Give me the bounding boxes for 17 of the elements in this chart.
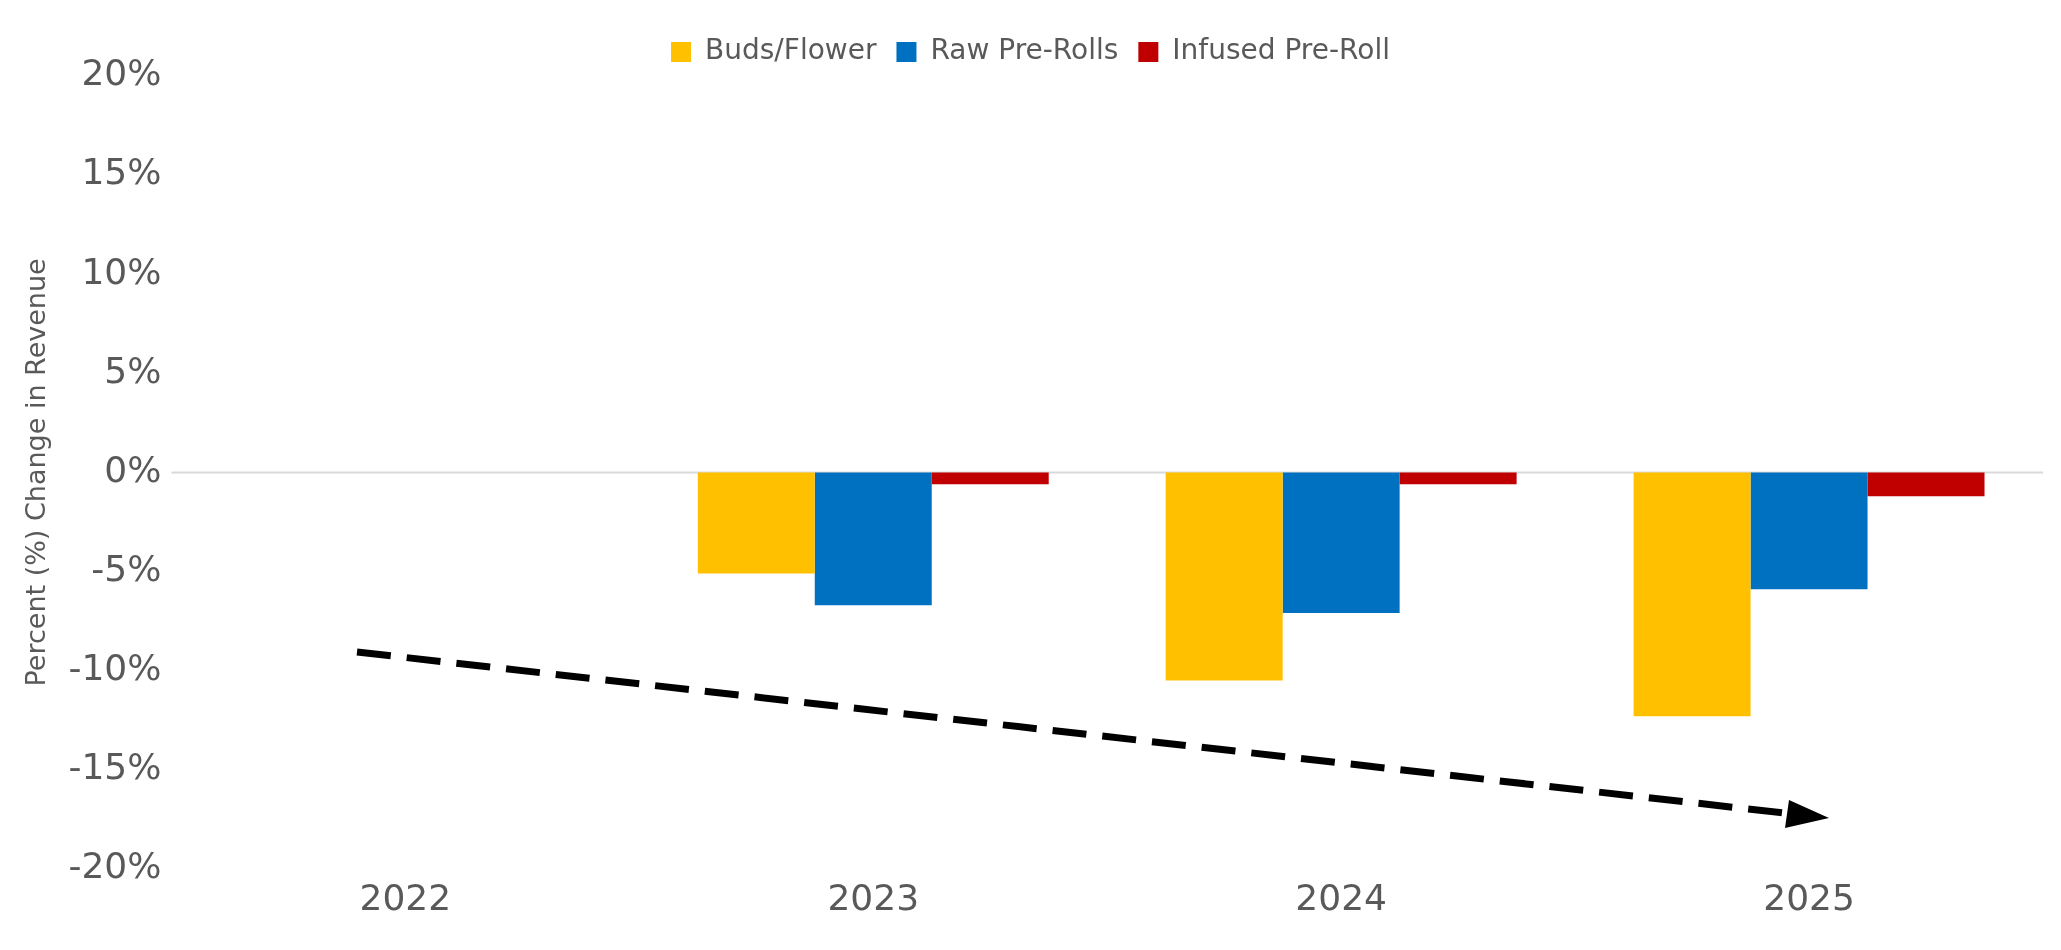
y-tick-label: -5% — [91, 547, 162, 589]
y-tick-label: 0% — [104, 448, 162, 490]
legend-label: Buds/Flower — [705, 33, 877, 67]
y-tick-label: -20% — [68, 845, 162, 887]
x-tick-label: 2023 — [827, 876, 920, 918]
x-tick-label: 2022 — [359, 876, 452, 918]
y-tick-label: 5% — [104, 349, 162, 391]
y-tick-label: 20% — [81, 52, 162, 94]
legend-label: Raw Pre-Rolls — [930, 33, 1119, 67]
x-tick-label: 2024 — [1295, 876, 1387, 918]
y-tick-label: 10% — [81, 250, 162, 292]
x-tick-label: 2025 — [1763, 876, 1855, 918]
y-tick-label: 15% — [81, 151, 162, 193]
legend-label: Infused Pre-Roll — [1172, 33, 1390, 67]
y-axis-title: Percent (%) Change in Revenue — [20, 258, 52, 687]
y-tick-label: -10% — [68, 646, 162, 688]
y-tick-label: -15% — [68, 746, 162, 788]
